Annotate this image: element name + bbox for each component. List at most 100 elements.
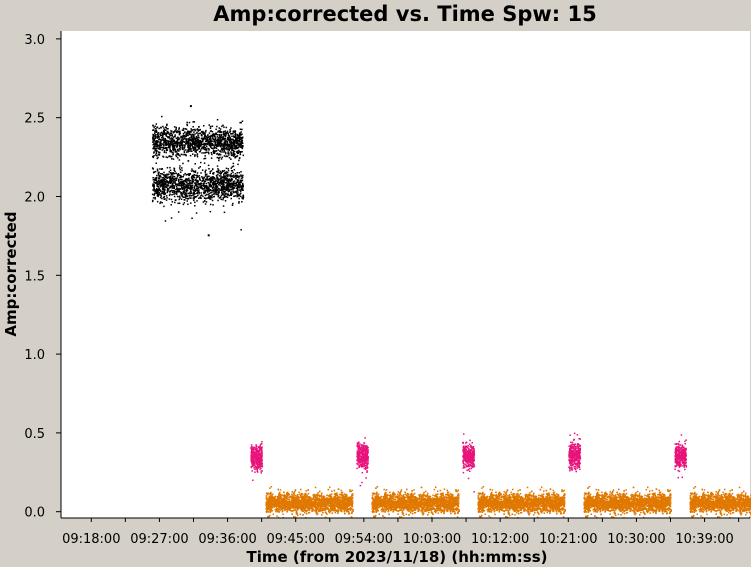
data-point <box>177 173 180 175</box>
data-point <box>214 185 217 187</box>
data-point <box>183 199 185 201</box>
data-point <box>163 193 165 196</box>
data-point <box>192 180 194 183</box>
data-point <box>236 155 239 157</box>
data-point <box>237 179 240 182</box>
data-point <box>200 131 203 133</box>
data-point <box>367 446 369 449</box>
data-point <box>171 155 173 158</box>
data-point <box>196 142 198 144</box>
data-point <box>197 194 199 197</box>
data-point <box>225 152 227 154</box>
data-point <box>181 143 183 145</box>
data-point <box>178 174 181 176</box>
data-point <box>365 467 367 469</box>
data-point <box>236 151 238 153</box>
data-point <box>165 156 167 158</box>
data-point <box>223 169 226 172</box>
data-point <box>215 147 218 150</box>
data-point <box>174 201 176 204</box>
data-point <box>184 180 187 183</box>
data-point <box>183 136 186 138</box>
data-point <box>161 184 164 186</box>
data-point <box>572 458 574 460</box>
data-point <box>161 146 163 149</box>
data-point <box>467 465 469 468</box>
data-point <box>181 178 183 181</box>
data-point <box>220 177 222 179</box>
data-point <box>237 163 239 166</box>
data-point <box>153 155 155 157</box>
data-point <box>226 189 229 191</box>
data-point <box>467 469 470 471</box>
data-point <box>211 176 213 178</box>
data-point <box>177 190 180 193</box>
data-point <box>155 177 158 180</box>
data-point <box>178 188 180 191</box>
data-point <box>194 142 196 145</box>
data-point <box>219 130 221 132</box>
data-point <box>365 446 367 448</box>
data-point <box>187 140 190 143</box>
data-point <box>469 446 472 448</box>
data-point <box>187 160 189 162</box>
data-point <box>257 463 259 465</box>
data-point <box>154 170 157 173</box>
data-point <box>250 459 252 461</box>
data-point <box>230 127 232 129</box>
data-point <box>202 137 205 140</box>
data-point <box>203 192 205 195</box>
data-point <box>164 137 166 140</box>
data-point <box>191 145 194 148</box>
data-point <box>206 151 208 154</box>
data-point <box>358 457 360 459</box>
data-point <box>683 448 686 450</box>
data-point <box>230 182 233 184</box>
data-point <box>242 182 244 185</box>
data-point <box>219 144 222 147</box>
data-point <box>198 192 200 195</box>
data-point <box>204 143 207 145</box>
data-point <box>260 448 262 450</box>
data-point <box>201 143 203 146</box>
data-point <box>259 461 262 464</box>
data-point <box>175 131 178 134</box>
data-point <box>676 446 679 448</box>
data-point <box>361 457 364 459</box>
data-point <box>252 460 255 462</box>
data-point <box>225 181 228 184</box>
data-point <box>220 196 222 198</box>
data-point <box>231 183 233 186</box>
data-point <box>233 174 235 177</box>
data-point <box>685 464 687 467</box>
data-point <box>579 444 581 447</box>
data-point <box>152 125 154 127</box>
data-point <box>367 458 369 461</box>
data-point <box>360 451 362 453</box>
data-point <box>152 137 154 139</box>
data-point <box>181 142 183 144</box>
data-point <box>226 184 228 186</box>
data-point <box>203 162 206 164</box>
data-point <box>229 130 232 133</box>
data-point <box>570 444 572 446</box>
data-point <box>233 176 235 179</box>
data-point <box>190 148 193 150</box>
data-point <box>203 125 205 127</box>
data-point <box>358 451 361 454</box>
data-point <box>190 144 193 146</box>
data-point <box>463 433 465 435</box>
data-point <box>229 139 232 142</box>
data-point <box>153 171 155 174</box>
data-point <box>205 186 207 188</box>
data-point <box>163 178 165 180</box>
data-point <box>240 179 242 181</box>
data-point <box>241 139 244 141</box>
data-point <box>227 179 229 182</box>
data-point <box>221 192 224 195</box>
data-point <box>257 464 260 466</box>
data-point <box>185 186 187 189</box>
data-point <box>230 151 232 153</box>
data-point <box>194 146 196 148</box>
data-point <box>154 141 157 144</box>
